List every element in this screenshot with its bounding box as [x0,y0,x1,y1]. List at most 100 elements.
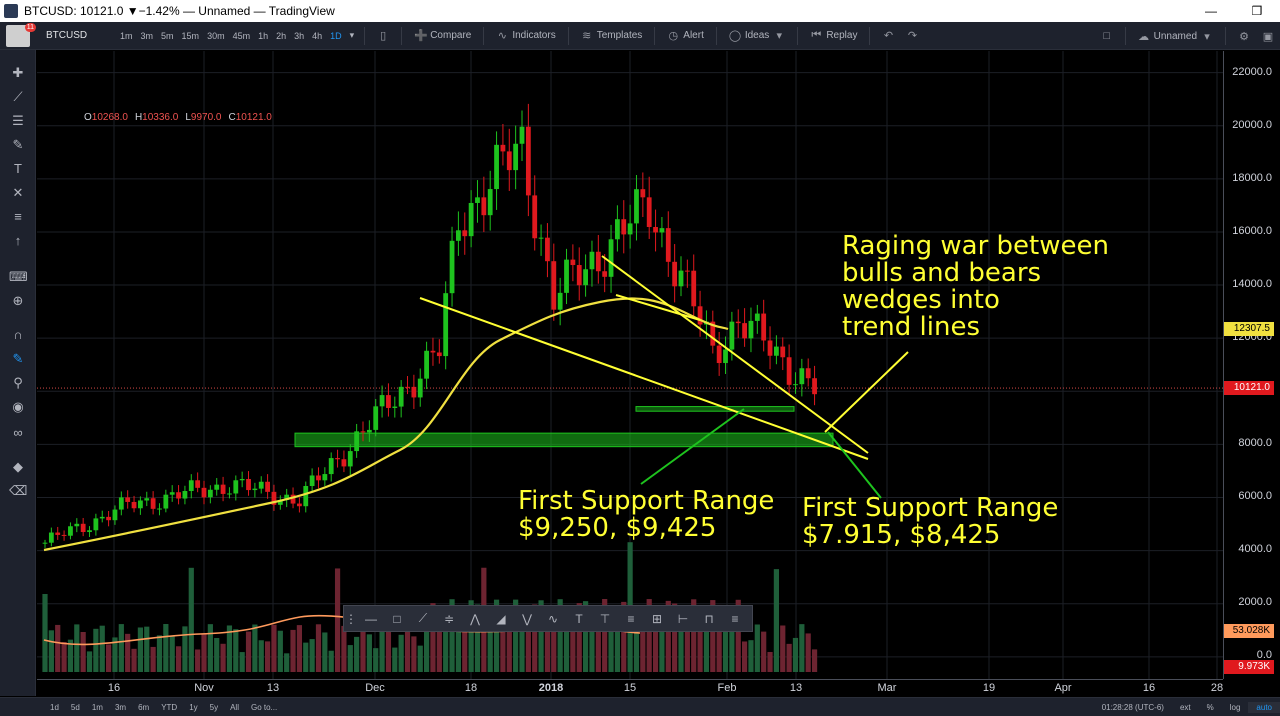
timeframe-1m[interactable]: 1m [120,30,133,41]
ruler-icon[interactable]: ⌨ [9,269,28,284]
candle-body [500,144,506,152]
timeframe-dropdown-icon[interactable]: ▾ [349,30,355,40]
path-icon[interactable]: ≑ [443,611,455,626]
price-chart[interactable] [37,51,1223,679]
rectangle-icon[interactable]: □ [393,611,401,626]
redo-button[interactable]: ↷ [900,29,924,42]
wedge-annotation[interactable]: Raging war between bulls and bears wedge… [842,233,1109,341]
candle-body [430,350,436,353]
compare-button[interactable]: ➕ Compare [408,29,477,42]
range-1y[interactable]: 1y [189,702,198,712]
range-1d[interactable]: 1d [50,702,59,712]
auto-scale-toggle[interactable]: auto [1248,702,1280,713]
ideas-button[interactable]: ◯ Ideas ▾ [723,29,791,42]
horizontal-line-icon[interactable]: — [365,611,377,626]
elliott-wave-icon[interactable]: ∿ [547,611,559,626]
volume-bar [93,628,99,672]
range-ytd[interactable]: YTD [161,702,178,712]
settings-button[interactable]: ⚙ [1232,30,1256,43]
price-tick: 6000.0 [1238,490,1272,502]
indicators-button[interactable]: ∿ Indicators [490,29,561,42]
time-tick: 2018 [538,682,564,694]
link-icon[interactable]: ∞ [13,425,23,440]
time-axis[interactable]: 16 Nov 13 Dec 18 2018 15 Feb 13 Mar 19 A… [37,679,1223,697]
more-icon[interactable]: ≡ [731,611,739,626]
volume-bar [474,604,481,672]
gann-box-icon[interactable]: ⊞ [651,611,663,626]
trendline-icon[interactable]: ⟋ [418,611,428,625]
timeframe-5m[interactable]: 5m [161,30,174,41]
candle-body [379,395,385,407]
range-6m[interactable]: 6m [138,702,150,712]
range-all[interactable]: All [230,702,239,712]
timeframe-3m[interactable]: 3m [140,30,154,41]
text-icon[interactable]: T [575,611,583,626]
symbol-search[interactable]: BTCUSD [46,30,88,41]
clock[interactable]: 01:28:28 (UTC-6) [1101,703,1164,712]
timeframe-1h[interactable]: 1h [258,30,269,41]
timeframe-2h[interactable]: 2h [276,30,287,41]
timeframe-4h[interactable]: 4h [312,30,323,41]
undo-button[interactable]: ↶ [876,29,900,42]
candle-body [411,386,417,398]
brush-icon[interactable]: ✎ [12,137,24,152]
support-annotation-1[interactable]: First Support Range $9,250, $9,425 [518,488,774,542]
layout-button[interactable]: ☁ Unnamed ▾ [1132,30,1219,43]
fib-retracement-icon[interactable]: ≡ [627,611,635,626]
range-1m[interactable]: 1m [91,702,103,712]
extended-hours-toggle[interactable]: ext [1179,703,1191,712]
chart-style-button[interactable]: ▯ [371,29,395,42]
timeframe-3h[interactable]: 3h [294,30,305,41]
templates-button[interactable]: ≋ Templates [575,29,649,42]
triangle-icon[interactable]: ◢ [496,611,506,626]
log-scale-toggle[interactable]: log [1229,703,1241,712]
abcd-pattern-icon[interactable]: ⋀ [470,611,480,626]
snapshot-button[interactable]: ▣ [1256,30,1280,43]
crosshair-icon[interactable]: ✚ [12,65,24,80]
prediction-icon[interactable]: ≡ [14,209,22,224]
minimize-button[interactable]: — [1205,4,1217,18]
magnet-icon[interactable]: ∩ [13,327,23,342]
text-icon[interactable]: T [14,161,22,176]
timeframe-30m[interactable]: 30m [207,30,225,41]
chart-toolbar: 11 BTCUSD 1m 3m 5m 15m 30m 45m 1h 2h 3h … [0,22,1280,50]
lock-icon[interactable]: ⚲ [13,375,23,390]
trash-icon[interactable]: ⌫ [9,483,28,498]
timeframe-1d[interactable]: 1D [330,30,342,41]
volume-bar [449,599,455,672]
trendline-icon[interactable]: ⟋ [13,89,23,104]
volume-bar [640,609,646,672]
pattern-icon[interactable]: ✕ [12,185,24,200]
user-avatar[interactable]: 11 [6,22,36,47]
stay-in-drawing-mode-icon[interactable]: ✎ [12,351,24,366]
price-label-icon[interactable]: ⊤ [599,611,611,626]
timeframe-45m[interactable]: 45m [232,30,251,41]
price-axis[interactable]: 22000.0 20000.0 18000.0 16000.0 14000.0 … [1223,51,1280,679]
zoom-in-icon[interactable]: ⊕ [12,293,24,308]
fullscreen-button[interactable]: □ [1095,30,1119,42]
volume-bar [805,633,811,672]
restore-button[interactable]: ❒ [1251,4,1263,18]
timeframe-15m[interactable]: 15m [181,30,200,41]
range-5y[interactable]: 5y [209,702,219,712]
xabcd-pattern-icon[interactable]: ⋁ [522,611,532,626]
time-tick: Apr [1054,682,1072,694]
candle-body [595,251,601,272]
percent-scale-toggle[interactable]: % [1206,703,1214,712]
layers-icon[interactable]: ◆ [13,459,23,474]
range-3m[interactable]: 3m [114,702,127,712]
pitchfork-icon[interactable]: ☰ [12,113,24,128]
chart-pane[interactable]: O10268.0 H10336.0 L9970.0 C10121.0 [37,51,1223,679]
alert-button[interactable]: ◷ Alert [661,29,710,42]
volume-bar [792,637,799,672]
date-range-icon[interactable]: ⊢ [677,611,689,626]
eye-icon[interactable]: ◉ [12,399,24,414]
range-5d[interactable]: 5d [70,702,80,712]
drag-handle-icon[interactable]: ⋮ [345,611,357,626]
arrow-up-icon[interactable]: ↑ [14,233,22,248]
support-annotation-2[interactable]: First Support Range $7.915, $8,425 [802,495,1058,549]
replay-button[interactable]: ⏮ Replay [804,29,863,42]
long-position-icon[interactable]: ⊓ [704,611,714,626]
goto-date-button[interactable]: Go to... [250,702,278,712]
toolbar-divider [364,26,366,45]
